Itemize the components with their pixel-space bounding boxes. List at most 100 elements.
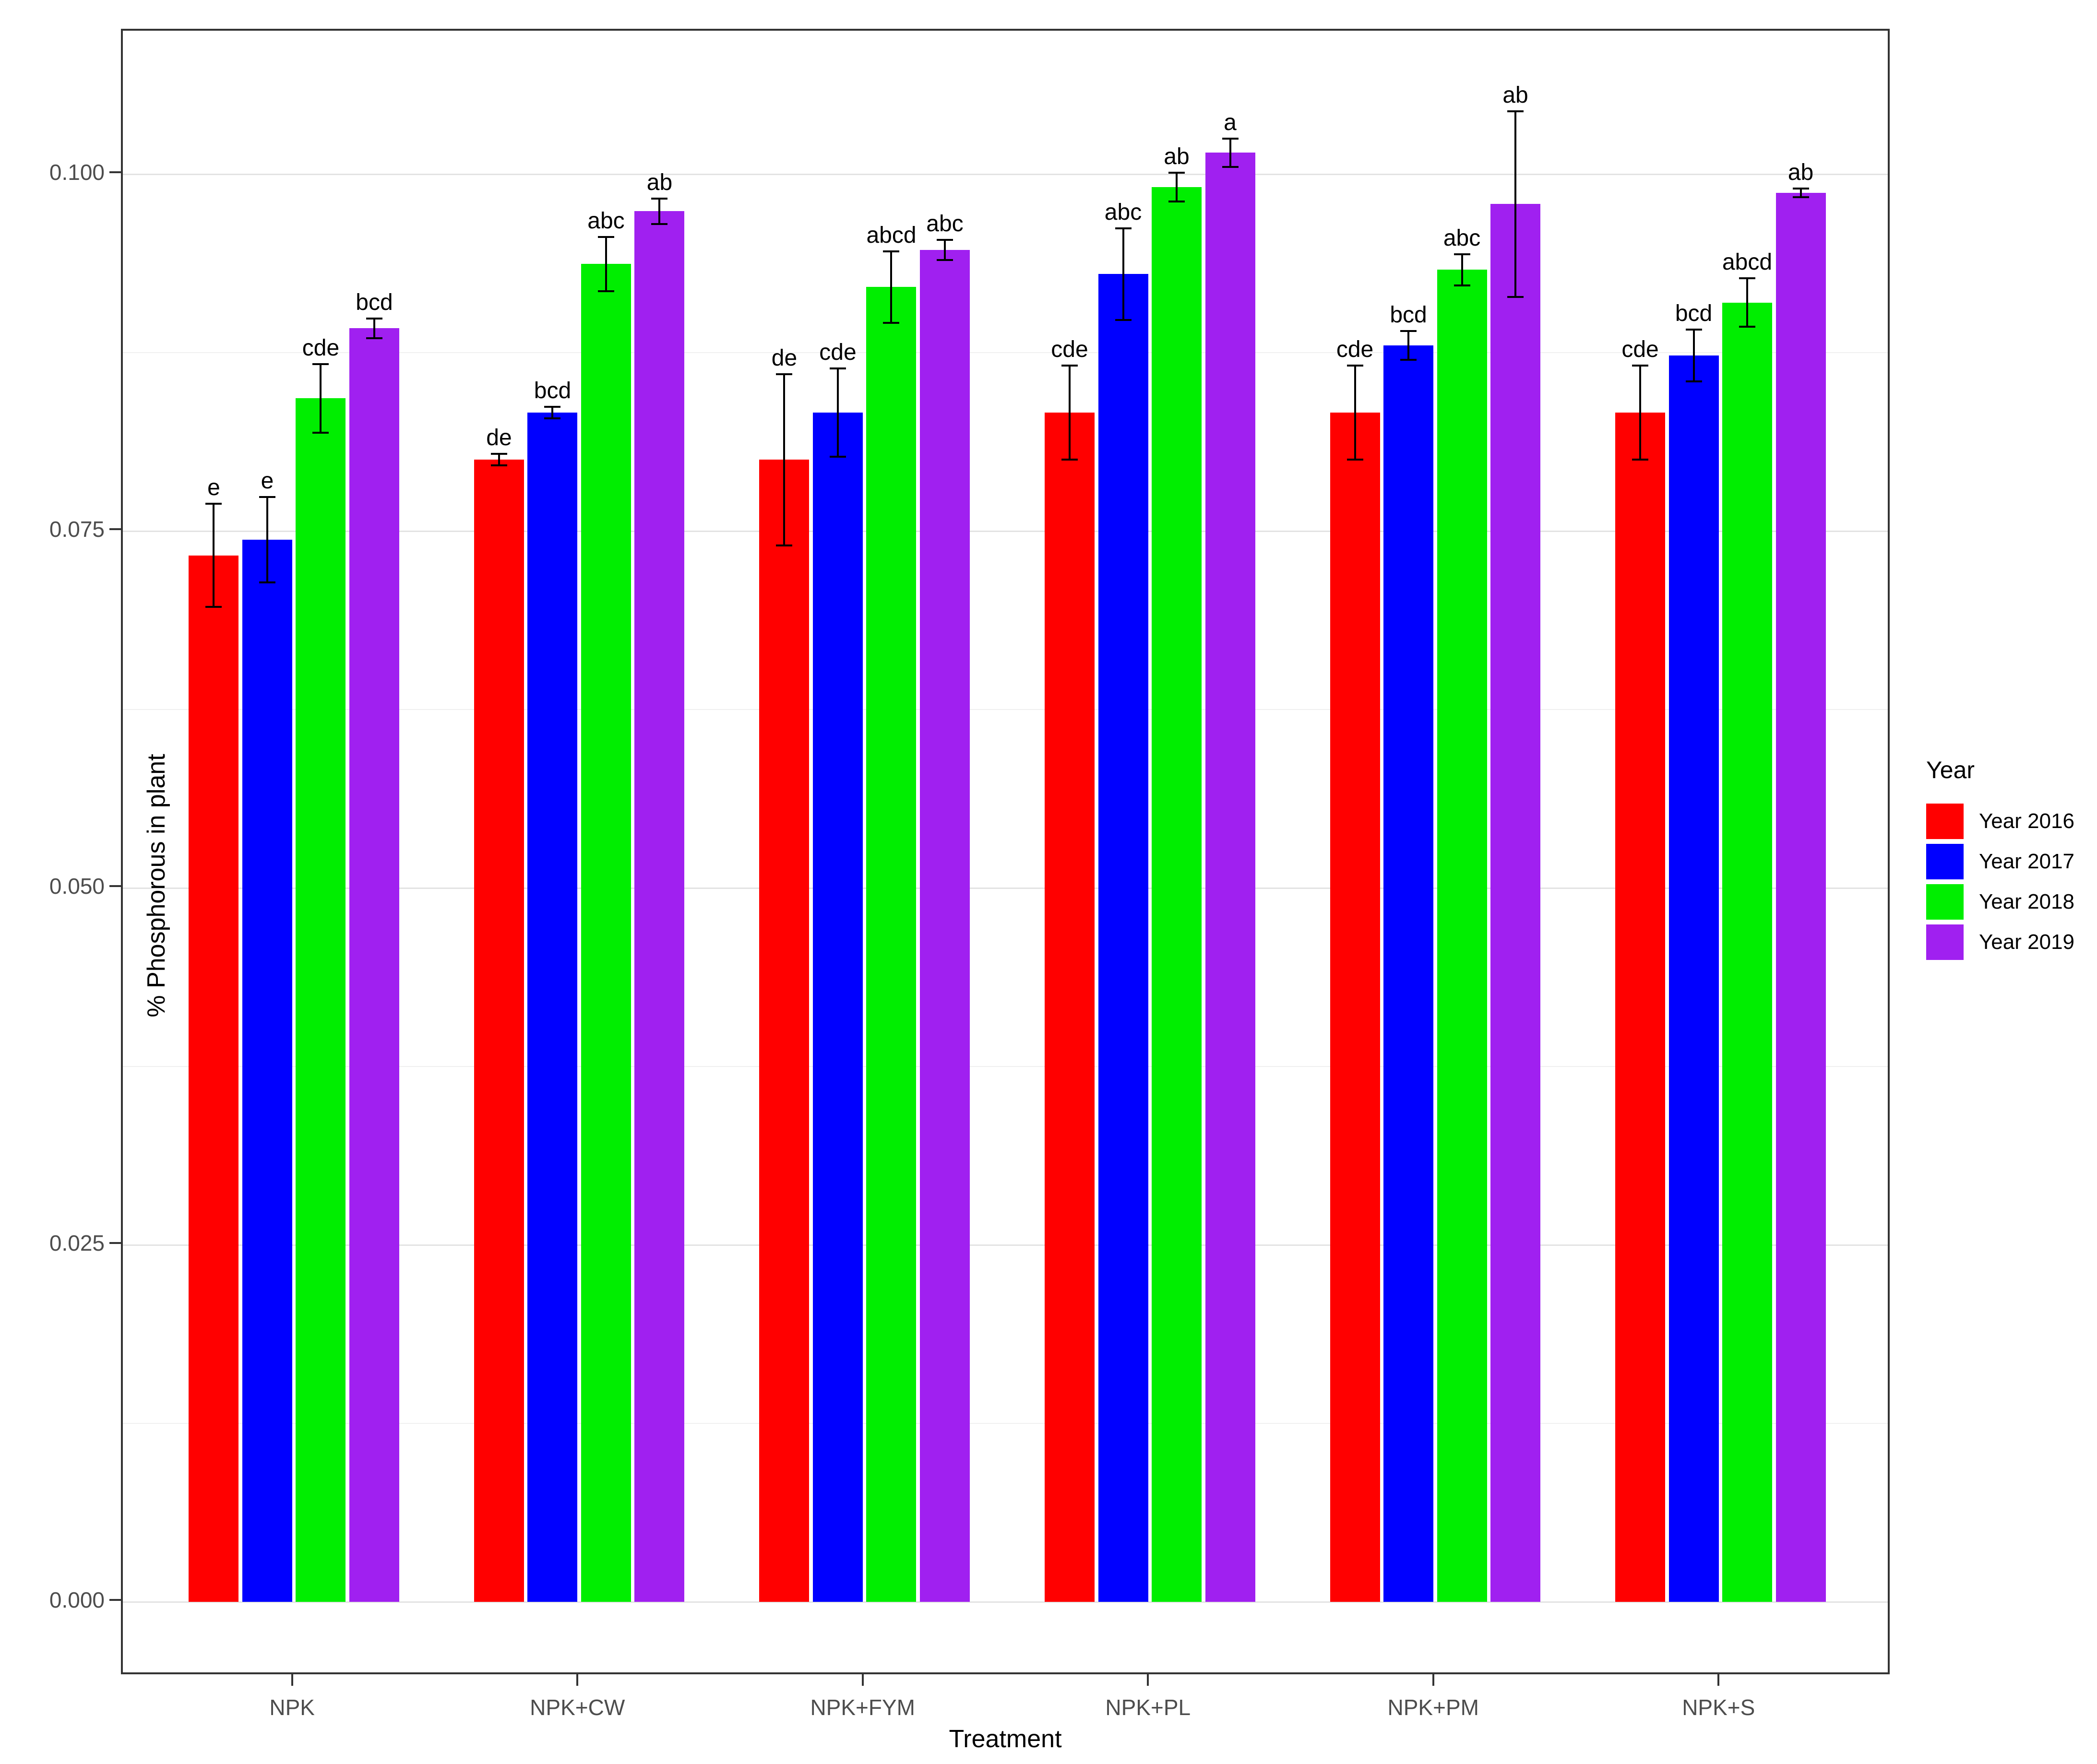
legend-swatch (1926, 924, 1964, 960)
error-bar (605, 237, 607, 292)
error-bar-cap (1222, 137, 1239, 140)
bar (189, 555, 239, 1602)
gridline-major (123, 888, 1888, 889)
bar (866, 287, 917, 1602)
error-bar (1461, 254, 1463, 286)
bar (1437, 270, 1487, 1602)
error-bar (498, 454, 500, 466)
gridline-major (123, 1244, 1888, 1246)
bar (1615, 412, 1666, 1602)
error-bar-cap (936, 259, 953, 261)
error-bar-cap (1739, 326, 1756, 328)
x-tick-label: NPK+S (1682, 1695, 1755, 1720)
error-bar-cap (1792, 187, 1809, 189)
error-bar-cap (776, 373, 793, 375)
bar (1045, 412, 1095, 1602)
legend-swatch (1926, 804, 1964, 839)
gridline-minor (123, 709, 1888, 710)
plot-panel: e e cde bcd de bcd abc ab de cde abcd abc cde abc ab a c… (121, 29, 1890, 1674)
significance-label: abc (1104, 200, 1142, 225)
bar (1722, 302, 1773, 1602)
legend-swatch (1926, 844, 1964, 879)
x-tick-mark (1432, 1674, 1434, 1686)
y-tick-mark (109, 885, 121, 887)
error-bar (783, 374, 786, 545)
significance-label: ab (1787, 159, 1814, 185)
legend-item-label: Year 2018 (1979, 890, 2075, 913)
error-bar-cap (1685, 380, 1702, 382)
x-tick-mark (291, 1674, 293, 1686)
error-bar-cap (1115, 227, 1132, 230)
error-bar-cap (883, 321, 900, 324)
bar (1205, 153, 1255, 1602)
legend-item: Year 2019 (1919, 922, 2074, 962)
error-bar-cap (1507, 110, 1524, 113)
bar (1490, 204, 1541, 1602)
significance-label: bcd (534, 378, 572, 404)
error-bar-cap (1792, 196, 1809, 198)
plot-area: e e cde bcd de bcd abc ab de cde abcd abc cde abc ab a c… (123, 31, 1888, 1672)
significance-label: cde (1336, 336, 1374, 362)
bar (1152, 187, 1202, 1602)
significance-label: de (771, 345, 798, 371)
error-bar-cap (1115, 319, 1132, 321)
error-bar-cap (597, 236, 614, 238)
legend: Year Year 2016 Year 2017 Year 2018 Year 201… (1919, 756, 2074, 962)
error-bar-cap (936, 238, 953, 241)
significance-label: bcd (356, 289, 393, 315)
error-bar (943, 239, 946, 260)
error-bar-cap (1685, 329, 1702, 331)
legend-title: Year (1926, 757, 1975, 783)
error-bar (213, 504, 215, 607)
significance-label: cde (302, 335, 340, 361)
error-bar-cap (1507, 296, 1524, 298)
significance-label: ab (1164, 144, 1190, 170)
bar (919, 249, 970, 1602)
legend-item: Year 2017 (1919, 841, 2074, 882)
legend-item: Year 2018 (1919, 882, 2074, 922)
significance-label: abc (1443, 225, 1481, 251)
error-bar (1229, 138, 1231, 167)
error-bar (1799, 188, 1802, 197)
bar (1668, 355, 1719, 1602)
bar (1383, 345, 1434, 1602)
error-bar-cap (1061, 459, 1078, 461)
error-bar-cap (1632, 459, 1649, 461)
gridline-minor (123, 1066, 1888, 1067)
error-bar-cap (1168, 172, 1185, 174)
error-bar-cap (1400, 330, 1417, 332)
error-bar (1069, 365, 1071, 460)
y-tick-label: 0.050 (49, 874, 105, 899)
significance-label: cde (819, 339, 857, 365)
bar (296, 398, 346, 1602)
bar (242, 539, 292, 1602)
significance-label: a (1224, 109, 1237, 135)
gridline-major (123, 1601, 1888, 1603)
bar (1330, 412, 1380, 1602)
error-bar-cap (1346, 364, 1363, 367)
legend-items: Year 2016 Year 2017 Year 2018 Year 2019 (1919, 801, 2074, 962)
error-bar-cap (312, 431, 329, 434)
gridline-minor (123, 1423, 1888, 1424)
error-bar-cap (259, 496, 275, 498)
error-bar (266, 497, 268, 583)
error-bar (1407, 331, 1410, 360)
x-tick-mark (861, 1674, 864, 1686)
x-tick-mark (1717, 1674, 1720, 1686)
error-bar-cap (490, 464, 507, 467)
error-bar-cap (1739, 277, 1756, 280)
error-bar-cap (1346, 459, 1363, 461)
significance-label: e (261, 468, 274, 494)
error-bar-cap (1061, 364, 1078, 367)
error-bar-cap (1454, 253, 1470, 255)
error-bar-cap (366, 337, 382, 340)
error-bar-cap (1400, 358, 1417, 361)
bar (527, 412, 578, 1602)
error-bar (1692, 330, 1695, 381)
error-bar (1176, 173, 1178, 201)
error-bar (1746, 278, 1749, 327)
error-bar (890, 251, 893, 323)
error-bar (658, 198, 661, 225)
error-bar-cap (883, 250, 900, 252)
